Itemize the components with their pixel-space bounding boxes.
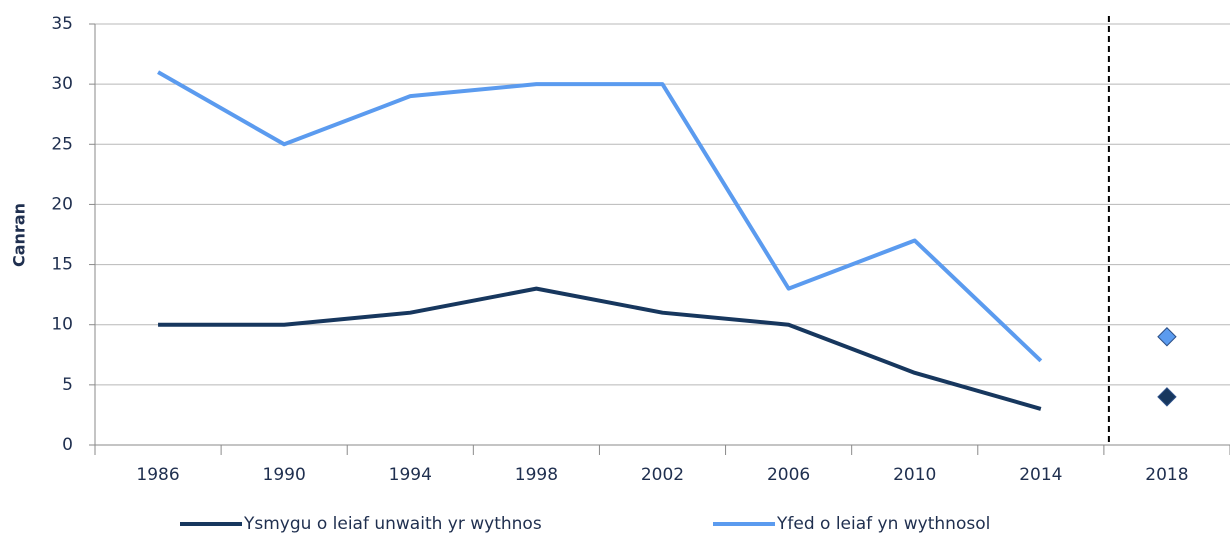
x-tick-label: 1994 [389, 465, 432, 485]
legend-label: Ysmygu o leiaf unwaith yr wythnos [243, 514, 542, 534]
y-tick-label: 10 [51, 315, 73, 335]
x-tick-label: 2002 [641, 465, 684, 485]
y-tick-label: 5 [62, 375, 73, 395]
x-tick-label: 1998 [515, 465, 558, 485]
x-tick-label: 1990 [263, 465, 306, 485]
legend-label: Yfed o leiaf yn wythnosol [776, 514, 990, 534]
y-tick-label: 30 [51, 74, 73, 94]
x-tick-label: 2014 [1019, 465, 1062, 485]
y-tick-label: 20 [51, 194, 73, 214]
x-tick-label: 1986 [136, 465, 179, 485]
y-tick-label: 35 [51, 14, 73, 34]
y-tick-label: 25 [51, 134, 73, 154]
diamond-marker [1157, 387, 1177, 407]
series-line [158, 286, 1042, 411]
diamond-marker [1157, 327, 1177, 347]
x-tick-label: 2006 [767, 465, 810, 485]
y-axis-title: Canran [10, 203, 29, 267]
x-tick-label: 2010 [893, 465, 936, 485]
y-tick-label: 15 [51, 255, 73, 275]
x-tick-label: 2018 [1145, 465, 1188, 485]
series-line [157, 70, 1043, 363]
y-tick-label: 0 [62, 435, 73, 455]
